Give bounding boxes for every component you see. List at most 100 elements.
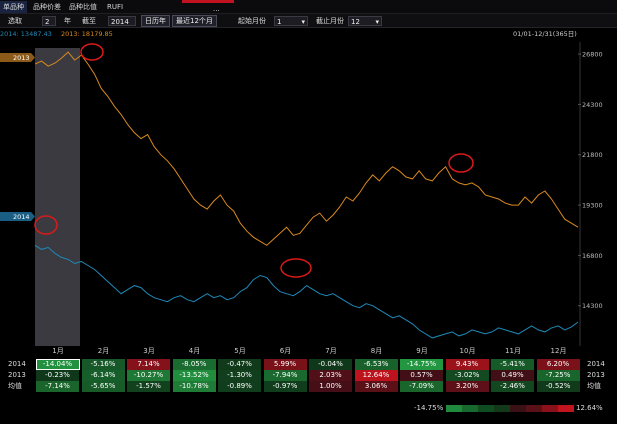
table-row: 均值 -7.14% -5.65% -1.57% -10.78% -0.89% -0.97% 1… — [0, 381, 617, 392]
table-cell[interactable]: -0.23% — [36, 370, 80, 381]
jan-highlight-band — [35, 48, 80, 346]
table-cell[interactable]: -1.30% — [218, 370, 262, 381]
table-row: 2014 -14.04% -5.16% 7.14% -8.05% -0.47% 5.99% -… — [0, 359, 617, 370]
table-cell[interactable]: -0.04% — [309, 359, 353, 370]
tab-product-ratio[interactable]: 品种比值 — [69, 3, 97, 11]
table-cell[interactable]: -6.53% — [354, 359, 399, 370]
table-cell[interactable]: -8.05% — [172, 359, 217, 370]
table-cell[interactable]: -0.89% — [218, 381, 262, 392]
year-unit-label: 年 — [64, 17, 71, 25]
end-month-select[interactable]: 12 ▾ — [348, 16, 382, 26]
color-scale-legend: -14.75% 12.64% — [0, 402, 617, 416]
table-cell[interactable]: 1.00% — [309, 381, 353, 392]
month-header: 11月 — [505, 347, 521, 355]
month-header: 4月 — [188, 347, 201, 355]
table-cell[interactable]: -7.09% — [400, 381, 444, 392]
row-label: 2013 — [8, 371, 26, 379]
recent-12-months-button[interactable]: 最近12个月 — [172, 15, 217, 27]
table-cell[interactable]: 3.20% — [445, 381, 490, 392]
until-year-stepper[interactable]: 2014 — [108, 16, 136, 26]
more-icon[interactable]: ... — [213, 5, 220, 13]
table-cell[interactable]: 5.99% — [263, 359, 308, 370]
series-tag-2013: 2013 — [0, 53, 35, 62]
start-month-label: 起始月份 — [238, 17, 266, 25]
month-header: 8月 — [370, 347, 383, 355]
month-header: 2月 — [97, 347, 110, 355]
series-tag-2014: 2014 — [0, 212, 35, 221]
table-cell[interactable]: -5.41% — [491, 359, 535, 370]
table-cell[interactable]: 7.14% — [127, 359, 171, 370]
table-cell[interactable]: 0.49% — [491, 370, 535, 381]
highlight-circle-2014-june — [280, 258, 312, 278]
legend-swatch — [494, 405, 510, 412]
month-header: 12月 — [550, 347, 567, 355]
chart-background — [0, 28, 617, 346]
month-header-row: 1月 2月 3月 4月 5月 6月 7月 8月 9月 10月 11月 12月 — [0, 346, 617, 357]
active-indicator — [182, 0, 234, 3]
end-month-label: 截止月份 — [316, 17, 344, 25]
years-stepper[interactable]: 2 — [42, 16, 56, 26]
seasonal-line-chart[interactable]: 26800 24300 21800 19300 16800 14300 2014: 134… — [0, 28, 617, 346]
legend-swatch — [462, 405, 478, 412]
y-tick-label: 19300 — [582, 202, 603, 210]
y-tick-label: 21800 — [582, 151, 603, 159]
legend-min-label: -14.75% — [414, 404, 444, 412]
series-tag-2013-label: 2013 — [13, 54, 30, 62]
end-month-value: 12 — [351, 18, 360, 26]
row-label-right: 2014 — [587, 360, 605, 368]
table-cell[interactable]: -7.14% — [36, 381, 80, 392]
legend-swatch — [478, 405, 494, 412]
table-cell[interactable]: -13.52% — [172, 370, 217, 381]
table-cell[interactable]: -0.47% — [218, 359, 262, 370]
table-cell[interactable]: 0.57% — [400, 370, 444, 381]
table-cell[interactable]: -2.46% — [491, 381, 535, 392]
table-cell[interactable]: 6.20% — [536, 359, 581, 370]
table-cell[interactable]: -7.25% — [536, 370, 581, 381]
y-tick-label: 14300 — [582, 302, 603, 310]
tab-product-spread[interactable]: 品种价差 — [33, 3, 61, 11]
month-header: 1月 — [52, 347, 64, 355]
row-label-right: 均值 — [587, 382, 601, 390]
table-cell[interactable]: -0.52% — [536, 381, 581, 392]
legend-swatch — [510, 405, 526, 412]
start-month-value: 1 — [277, 18, 282, 26]
select-label: 选取 — [8, 17, 22, 25]
row-label: 均值 — [8, 382, 22, 390]
month-header: 3月 — [143, 347, 155, 355]
legend-swatch — [526, 405, 542, 412]
table-cell[interactable]: -7.94% — [263, 370, 308, 381]
table-cell[interactable]: -1.57% — [127, 381, 171, 392]
calendar-year-button[interactable]: 日历年 — [141, 15, 170, 27]
month-header: 7月 — [325, 347, 337, 355]
series-tag-2014-label: 2014 — [13, 213, 30, 221]
month-header: 10月 — [459, 347, 476, 355]
series-line-2013 — [34, 51, 579, 246]
highlight-circle-2013-october — [448, 153, 474, 173]
table-cell[interactable]: 2.03% — [309, 370, 353, 381]
table-cell[interactable]: 9.43% — [445, 359, 490, 370]
table-cell[interactable]: -10.78% — [172, 381, 217, 392]
table-cell[interactable]: 3.06% — [354, 381, 399, 392]
y-axis-ticks: 26800 24300 21800 19300 16800 14300 — [578, 51, 603, 310]
legend-swatch — [446, 405, 462, 412]
tab-rufi[interactable]: RUFI — [107, 3, 124, 11]
series-2013-header: 2013: 18179.85 — [61, 30, 113, 38]
table-cell[interactable]: -6.14% — [81, 370, 126, 381]
table-row: 2013 -0.23% -6.14% -10.27% -13.52% -1.30% -7.9… — [0, 370, 617, 381]
table-cell[interactable]: -14.04% — [36, 359, 80, 370]
table-cell[interactable]: -5.16% — [81, 359, 126, 370]
start-month-select[interactable]: 1 ▾ — [274, 16, 308, 26]
table-cell[interactable]: -0.97% — [263, 381, 308, 392]
highlight-circle-2013-peak — [80, 43, 104, 61]
tab-single-product[interactable]: 单品种 — [0, 1, 27, 13]
table-cell[interactable]: -5.65% — [81, 381, 126, 392]
highlight-circle-2014-start — [34, 215, 58, 235]
toolbar: 选取 2 年 截至 2014 日历年 最近12个月 起始月份 1 ▾ 截止月份 … — [0, 14, 617, 28]
table-cell[interactable]: 12.64% — [354, 370, 399, 381]
table-cell[interactable]: -14.75% — [400, 359, 444, 370]
legend-max-label: 12.64% — [576, 404, 603, 412]
series-2014-header: 2014: 13487.43 — [0, 30, 52, 38]
month-header: 5月 — [234, 347, 246, 355]
table-cell[interactable]: -3.02% — [445, 370, 490, 381]
table-cell[interactable]: -10.27% — [127, 370, 171, 381]
